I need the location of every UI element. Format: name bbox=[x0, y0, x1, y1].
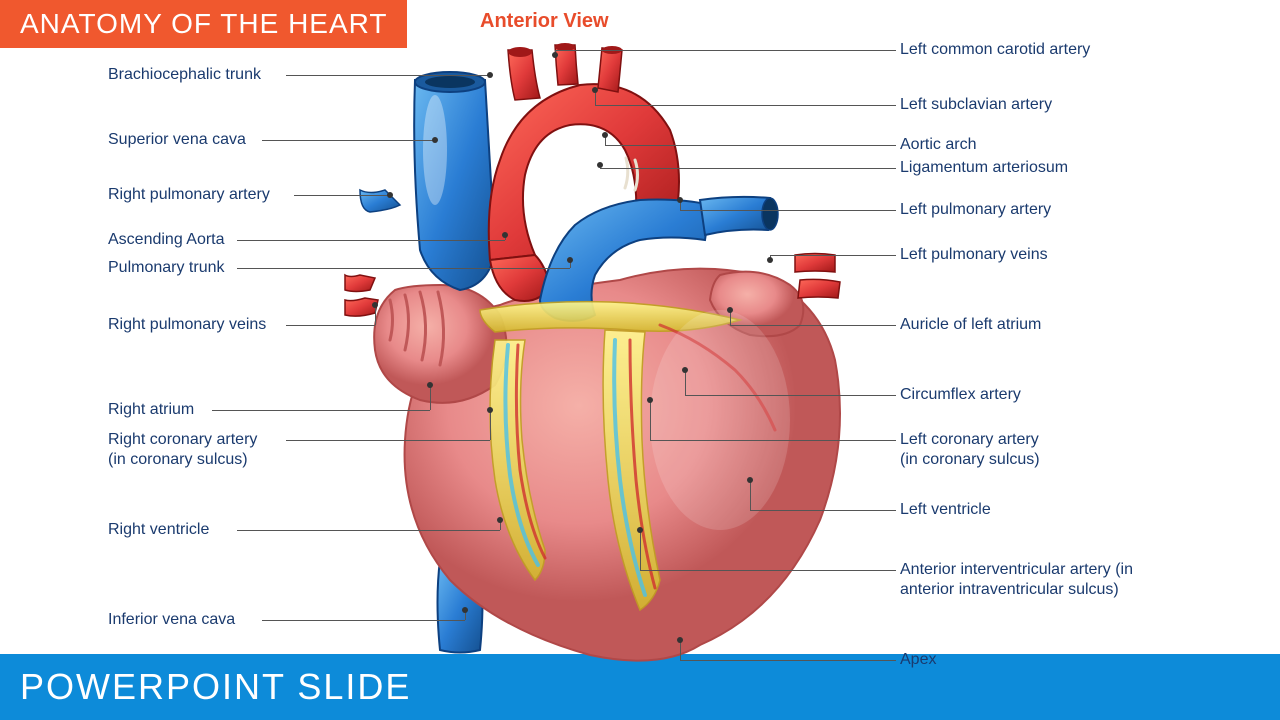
anatomy-label: Left coronary artery(in coronary sulcus) bbox=[900, 430, 1160, 470]
anatomy-label: Inferior vena cava bbox=[108, 610, 235, 630]
leader-line bbox=[237, 240, 505, 241]
leader-dot bbox=[487, 407, 493, 413]
leader-line bbox=[750, 480, 751, 510]
leader-dot bbox=[462, 607, 468, 613]
leader-line bbox=[430, 385, 431, 410]
leader-dot bbox=[567, 257, 573, 263]
anatomy-label: Pulmonary trunk bbox=[108, 258, 225, 278]
anatomy-label: Anterior interventricular artery (inante… bbox=[900, 560, 1160, 600]
leader-dot bbox=[432, 137, 438, 143]
leader-line bbox=[640, 570, 896, 571]
leader-dot bbox=[592, 87, 598, 93]
heart-diagram bbox=[340, 40, 900, 670]
leader-line bbox=[650, 440, 896, 441]
anatomy-label: Right atrium bbox=[108, 400, 194, 420]
leader-line bbox=[595, 105, 896, 106]
heart-svg bbox=[340, 40, 900, 670]
leader-line bbox=[685, 370, 686, 395]
leader-dot bbox=[682, 367, 688, 373]
leader-line bbox=[750, 510, 896, 511]
leader-line bbox=[237, 530, 500, 531]
anatomy-label: Right pulmonary veins bbox=[108, 315, 266, 335]
anatomy-label: Right coronary artery(in coronary sulcus… bbox=[108, 430, 368, 470]
leader-dot bbox=[552, 52, 558, 58]
anatomy-label: Left pulmonary artery bbox=[900, 200, 1051, 220]
leader-line bbox=[605, 145, 896, 146]
anatomy-label: Apex bbox=[900, 650, 936, 670]
leader-line bbox=[262, 140, 435, 141]
leader-line bbox=[286, 75, 490, 76]
leader-dot bbox=[372, 302, 378, 308]
leader-line bbox=[650, 400, 651, 440]
anatomy-label: Superior vena cava bbox=[108, 130, 246, 150]
leader-line bbox=[680, 640, 681, 660]
leader-line bbox=[770, 255, 896, 256]
leader-line bbox=[640, 530, 641, 570]
anatomy-label: Left subclavian artery bbox=[900, 95, 1052, 115]
leader-dot bbox=[747, 477, 753, 483]
leader-line bbox=[286, 325, 375, 326]
subtitle: Anterior View bbox=[480, 10, 609, 33]
anatomy-label: Aortic arch bbox=[900, 135, 976, 155]
leader-line bbox=[555, 50, 896, 51]
anatomy-label: Left ventricle bbox=[900, 500, 991, 520]
anatomy-label: Ascending Aorta bbox=[108, 230, 225, 250]
leader-dot bbox=[727, 307, 733, 313]
leader-dot bbox=[602, 132, 608, 138]
anatomy-label: Right ventricle bbox=[108, 520, 209, 540]
leader-line bbox=[237, 268, 570, 269]
leader-dot bbox=[677, 637, 683, 643]
leader-line bbox=[680, 210, 896, 211]
leader-line bbox=[375, 305, 376, 325]
anatomy-label: Circumflex artery bbox=[900, 385, 1021, 405]
leader-line bbox=[286, 440, 490, 441]
leader-line bbox=[212, 410, 430, 411]
leader-dot bbox=[497, 517, 503, 523]
anatomy-label: Auricle of left atrium bbox=[900, 315, 1041, 335]
leader-dot bbox=[427, 382, 433, 388]
anatomy-label: Ligamentum arteriosum bbox=[900, 158, 1068, 178]
leader-line bbox=[294, 195, 390, 196]
leader-dot bbox=[647, 397, 653, 403]
anatomy-label: Left common carotid artery bbox=[900, 40, 1090, 60]
leader-line bbox=[490, 410, 491, 440]
leader-line bbox=[680, 660, 896, 661]
leader-dot bbox=[637, 527, 643, 533]
leader-line bbox=[685, 395, 896, 396]
anatomy-label: Brachiocephalic trunk bbox=[108, 65, 261, 85]
leader-dot bbox=[487, 72, 493, 78]
leader-line bbox=[730, 325, 896, 326]
leader-dot bbox=[387, 192, 393, 198]
leader-line bbox=[600, 168, 896, 169]
leader-dot bbox=[677, 197, 683, 203]
anatomy-label: Left pulmonary veins bbox=[900, 245, 1048, 265]
leader-dot bbox=[597, 162, 603, 168]
leader-dot bbox=[767, 257, 773, 263]
anatomy-label: Right pulmonary artery bbox=[108, 185, 270, 205]
leader-dot bbox=[502, 232, 508, 238]
leader-line bbox=[262, 620, 465, 621]
